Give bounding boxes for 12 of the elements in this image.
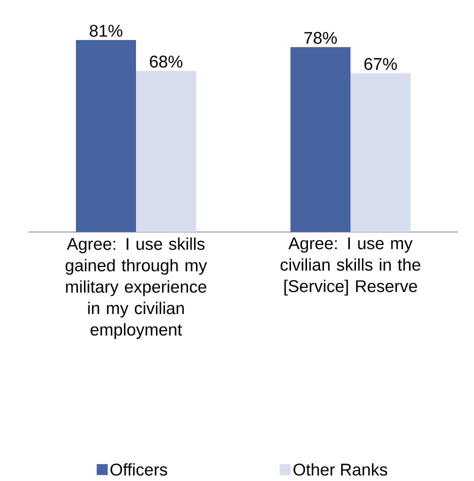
data-label: 68% xyxy=(150,56,182,68)
data-label: 67% xyxy=(364,58,397,70)
bar xyxy=(136,70,196,232)
x-tick-label: Agree: I use skills gained through my military experience in my civilian employment xyxy=(66,238,208,339)
data-label: 81% xyxy=(90,24,122,37)
bar xyxy=(350,73,411,232)
data-label: 78% xyxy=(304,32,337,44)
x-tick-label: Agree: I use my civilian skills in the [Service] Reserve xyxy=(280,238,420,296)
legend-label: Other Ranks xyxy=(294,463,388,476)
bar xyxy=(290,47,351,232)
bar xyxy=(76,40,136,232)
legend-label: Officers xyxy=(110,463,168,476)
